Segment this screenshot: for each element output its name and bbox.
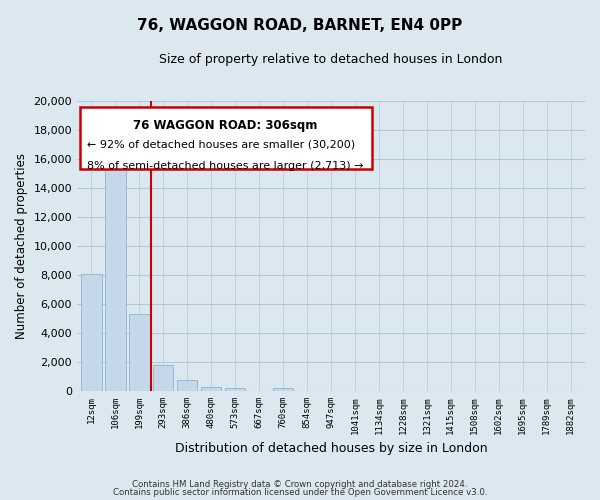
Text: 8% of semi-detached houses are larger (2,713) →: 8% of semi-detached houses are larger (2…: [87, 161, 364, 171]
X-axis label: Distribution of detached houses by size in London: Distribution of detached houses by size …: [175, 442, 487, 455]
Text: 76 WAGGON ROAD: 306sqm: 76 WAGGON ROAD: 306sqm: [133, 119, 318, 132]
Text: Contains public sector information licensed under the Open Government Licence v3: Contains public sector information licen…: [113, 488, 487, 497]
Title: Size of property relative to detached houses in London: Size of property relative to detached ho…: [160, 52, 503, 66]
Bar: [153, 365, 173, 391]
Bar: [273, 388, 293, 391]
Y-axis label: Number of detached properties: Number of detached properties: [15, 154, 28, 340]
Text: 76, WAGGON ROAD, BARNET, EN4 0PP: 76, WAGGON ROAD, BARNET, EN4 0PP: [137, 18, 463, 32]
Bar: [129, 314, 149, 391]
Bar: [81, 274, 101, 391]
Text: Contains HM Land Registry data © Crown copyright and database right 2024.: Contains HM Land Registry data © Crown c…: [132, 480, 468, 489]
Bar: [225, 388, 245, 391]
Text: ← 92% of detached houses are smaller (30,200): ← 92% of detached houses are smaller (30…: [87, 139, 355, 149]
Bar: [177, 380, 197, 391]
Bar: [201, 387, 221, 391]
Bar: [105, 152, 125, 391]
FancyBboxPatch shape: [80, 107, 371, 170]
